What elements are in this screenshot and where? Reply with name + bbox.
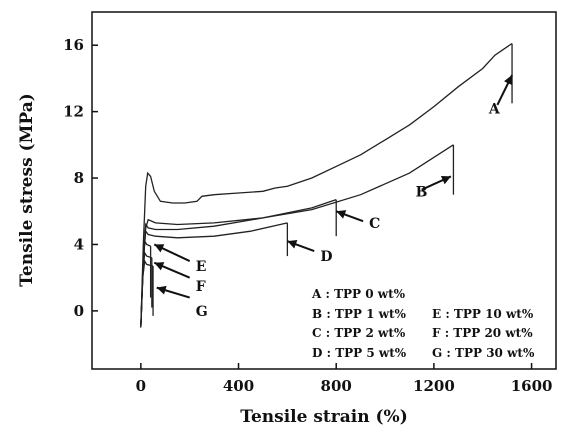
series-g-curve xyxy=(140,259,154,328)
legend-entry-f: F : TPP 20 wt% xyxy=(432,326,533,340)
series-tag-b: B xyxy=(416,184,428,200)
y-tick-label-8: 8 xyxy=(74,169,84,187)
series-tag-g: G xyxy=(196,304,208,320)
series-tag-c: C xyxy=(369,216,380,232)
y-tick-label-0: 0 xyxy=(74,302,84,320)
series-tag-e: E xyxy=(196,259,207,275)
x-tick-label-400: 400 xyxy=(223,377,254,395)
arrowhead-d xyxy=(287,240,298,249)
arrowhead-f xyxy=(154,262,165,271)
arrowhead-b xyxy=(440,176,451,185)
x-tick-label-1200: 1200 xyxy=(413,377,455,395)
x-axis-title: Tensile strain (%) xyxy=(240,407,407,427)
series-d-curve xyxy=(140,222,288,328)
legend-entry-g: G : TPP 30 wt% xyxy=(432,346,535,360)
y-tick-label-4: 4 xyxy=(74,235,84,253)
curves-layer xyxy=(140,42,513,328)
series-tag-a: A xyxy=(488,101,501,117)
arrowhead-g xyxy=(156,285,167,295)
legend-entry-d: D : TPP 5 wt% xyxy=(312,346,407,360)
x-tick-label-800: 800 xyxy=(321,377,352,395)
y-tick-label-16: 16 xyxy=(63,36,84,54)
ticks-layer: 0 400 800 1200 1600 0 4 8 12 16 xyxy=(63,36,552,395)
legend-entry-c: C : TPP 2 wt% xyxy=(312,326,406,340)
series-b-curve xyxy=(140,144,454,328)
series-tag-f: F xyxy=(196,279,206,295)
arrowhead-c xyxy=(336,210,347,219)
series-a-curve xyxy=(140,42,513,328)
legend-entry-a: A : TPP 0 wt% xyxy=(311,287,406,301)
series-tag-d: D xyxy=(320,249,332,265)
y-axis-title: Tensile stress (MPa) xyxy=(17,93,37,287)
series-tags-layer: A B C D EFG xyxy=(153,74,513,320)
legend: A : TPP 0 wt% E : TPP 10 wt% B : TPP 1 w… xyxy=(311,287,535,360)
arrowhead-a xyxy=(504,75,513,86)
x-tick-label-1600: 1600 xyxy=(511,377,553,395)
x-tick-label-0: 0 xyxy=(136,377,146,395)
plot-frame xyxy=(91,11,557,370)
y-tick-label-12: 12 xyxy=(63,103,84,121)
legend-entry-e: E : TPP 10 wt% xyxy=(432,307,534,321)
legend-entry-b: B : TPP 1 wt% xyxy=(312,307,406,321)
arrowhead-e xyxy=(154,244,165,253)
series-c-curve xyxy=(140,198,337,328)
